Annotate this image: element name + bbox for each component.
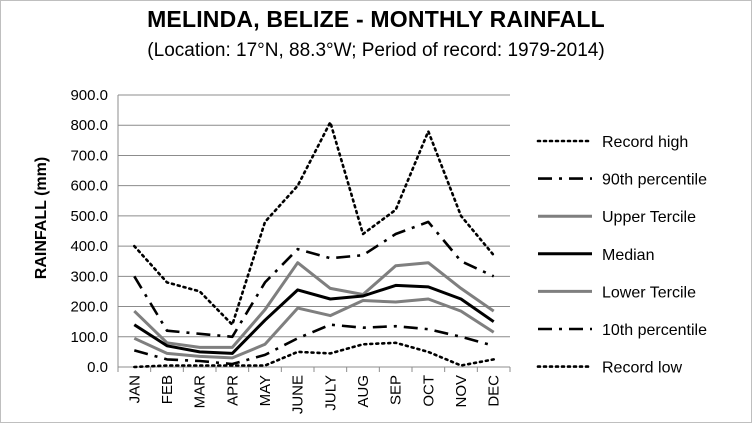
series-line-record-high [133,120,496,327]
y-tick-label: 200.0 [70,299,108,316]
series-line-10th-percentile [133,323,495,366]
y-tick-label: 500.0 [70,208,108,225]
x-tick-label: JAN [126,375,143,403]
gridlines [117,94,510,368]
legend-label: Record high [602,134,688,151]
y-tick-label: 300.0 [70,268,108,285]
series-line-90th-percentile [133,220,495,339]
x-tick-label: NOV [453,375,470,408]
x-axis-ticks: JAN FEB MAR APR MAY JUNE JULY AUG SEP OCT NOV DEC [117,367,511,414]
chart-title: MELINDA, BELIZE - MONTHLY RAINFALL [147,6,605,32]
legend-label: Median [602,247,654,264]
x-tick-label: JULY [322,375,339,411]
series-line-upper-tercile [133,261,495,349]
y-tick-label: 900.0 [70,87,108,104]
x-tick-label: JUNE [290,375,307,414]
y-tick-label: 600.0 [70,178,108,195]
y-axis-ticks: 0.0 100.0 200.0 300.0 400.0 500.0 600.0 700.0 80… [70,87,108,376]
series-lines [133,120,496,369]
y-tick-label: 100.0 [70,329,108,346]
x-tick-label: MAR [192,375,209,409]
y-tick-label: 400.0 [70,238,108,255]
series-line-lower-tercile [133,297,495,360]
x-tick-label: MAY [257,375,274,406]
legend: Record high 90th percentile Upper Tercile M… [536,134,707,377]
x-tick-label: APR [224,375,241,406]
legend-label: Lower Tercile [602,284,696,301]
x-tick-label: DEC [486,375,503,407]
legend-label: Record low [602,360,682,377]
legend-label: 10th percentile [602,322,707,339]
y-tick-label: 0.0 [87,359,108,376]
y-tick-label: 800.0 [70,117,108,134]
x-tick-label: AUG [355,375,372,408]
legend-label: 90th percentile [602,172,707,189]
y-tick-label: 700.0 [70,147,108,164]
x-tick-label: FEB [159,375,176,404]
series-line-median [133,283,495,355]
x-tick-label: SEP [388,375,405,405]
series-line-record-low [133,341,496,369]
y-axis-label: RAINFALL (mm) [33,157,50,279]
legend-label: Upper Tercile [602,209,696,226]
chart-subtitle: (Location: 17°N, 88.3°W; Period of recor… [147,40,605,61]
x-tick-label: OCT [420,375,437,407]
